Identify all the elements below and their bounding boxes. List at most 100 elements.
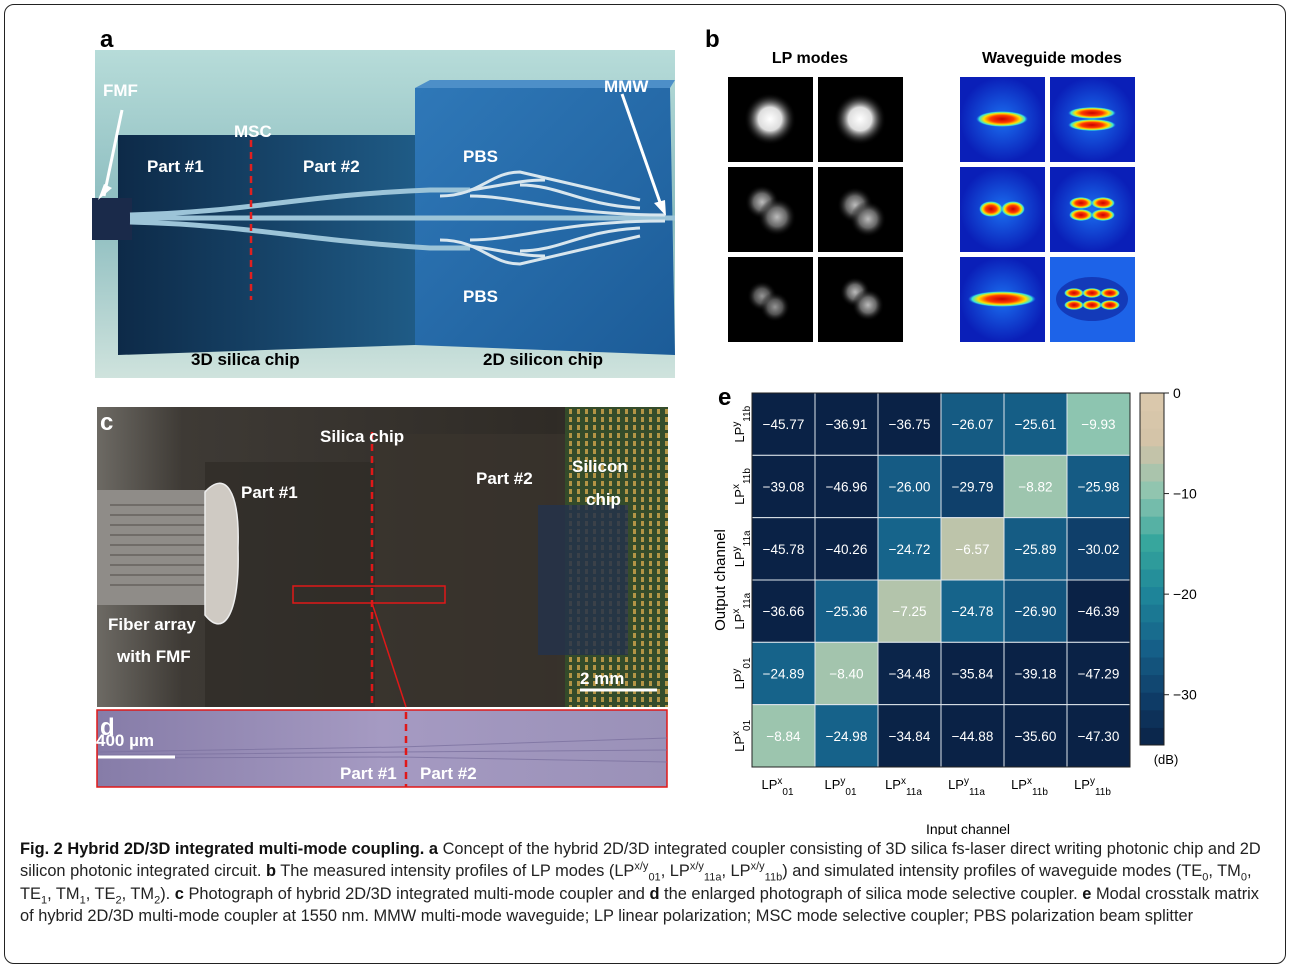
cell-label: −24.98: [826, 729, 868, 744]
cell-label: −44.88: [952, 729, 994, 744]
x-tick-label: LPy11b: [1074, 776, 1111, 798]
y-tick-label: LPx11b: [731, 468, 753, 505]
colorbar-step: [1140, 692, 1164, 710]
cell-label: −34.48: [889, 667, 931, 682]
x-tick-label-sup: x: [1027, 776, 1032, 787]
colorbar-step: [1140, 675, 1164, 693]
caption-text: b: [266, 862, 276, 880]
y-tick-label: LPy11a: [731, 530, 753, 567]
y-tick-label-sub: 11b: [742, 405, 753, 421]
y-tick-label-sup: y: [731, 422, 742, 427]
y-tick-label-sup: x: [731, 609, 742, 614]
x-tick-label: LPy01: [824, 776, 856, 798]
x-tick-label-sub: 01: [845, 787, 857, 798]
cell-label: −39.18: [1015, 667, 1057, 682]
colorbar-step: [1140, 587, 1164, 605]
annotation: 2D silicon chip: [483, 350, 603, 369]
caption-text: ).: [160, 885, 175, 903]
colorbar-step: [1140, 569, 1164, 587]
colorbar-step: [1140, 622, 1164, 640]
colorbar-step: [1140, 727, 1164, 745]
annotation: chip: [586, 490, 621, 509]
panel-label: e: [718, 384, 731, 411]
colorbar-step: [1140, 534, 1164, 552]
annotation: MSC: [234, 122, 272, 141]
caption-text: The measured intensity profiles of LP mo…: [276, 862, 634, 880]
cell-label: −9.93: [1081, 417, 1115, 432]
caption-text: a: [429, 840, 438, 858]
colorbar-step: [1140, 657, 1164, 675]
cell-label: −47.30: [1078, 729, 1120, 744]
cell-label: −26.07: [952, 417, 994, 432]
caption-text: , TM: [47, 885, 79, 903]
colorbar-tick-label: −30: [1173, 687, 1197, 703]
mode-images: [728, 77, 1135, 342]
column-header: Waveguide modes: [982, 50, 1122, 67]
panel-label: c: [100, 409, 113, 436]
y-tick-label-base: LP: [732, 489, 747, 505]
colorbar-step: [1140, 393, 1164, 411]
cell-label: −39.08: [763, 480, 805, 495]
x-tick-label: LPx01: [761, 776, 793, 798]
annotation: MMW: [604, 77, 649, 96]
x-tick-label-sub: 11a: [906, 787, 922, 798]
annotation: PBS: [463, 147, 498, 166]
cell-label: −26.00: [889, 480, 931, 495]
y-tick-label-sub: 11b: [742, 468, 753, 484]
cell-label: −25.61: [1015, 417, 1057, 432]
cell-label: −36.66: [763, 604, 805, 619]
annotation: 2 mm: [580, 669, 624, 688]
colorbar-step: [1140, 481, 1164, 499]
column-header: LP modes: [772, 50, 848, 67]
cell-label: −35.84: [952, 667, 994, 682]
colorbar-tick-label: −20: [1173, 586, 1197, 602]
annotation: FMF: [103, 81, 138, 100]
cell-label: −36.91: [826, 417, 868, 432]
colorbar-step: [1140, 446, 1164, 464]
y-tick-label-sup: x: [731, 484, 742, 489]
y-tick-label-base: LP: [732, 674, 747, 690]
heatmap: −45.77−36.91−36.75−26.07−25.61−9.93−39.0…: [731, 385, 1197, 798]
cell-label: −24.72: [889, 542, 931, 557]
panel-label: b: [705, 26, 720, 53]
cell-label: −35.60: [1015, 729, 1057, 744]
annotation: Part #1: [340, 764, 397, 783]
colorbar-step: [1140, 710, 1164, 728]
x-tick-label-sub: 11b: [1095, 787, 1111, 798]
cell-label: −34.84: [889, 729, 931, 744]
caption-text: 11b: [765, 872, 783, 884]
y-tick-label-base: LP: [732, 551, 747, 567]
x-tick-label-base: LP: [761, 777, 777, 792]
caption-text: x/y: [634, 861, 648, 873]
y-tick-label-sup: y: [731, 546, 742, 551]
x-tick-label: LPx11b: [1011, 776, 1048, 798]
cell-label: −25.98: [1078, 480, 1120, 495]
colorbar-step: [1140, 516, 1164, 534]
annotation: Part #2: [303, 157, 360, 176]
cell-label: −46.96: [826, 480, 868, 495]
x-axis-label: Input channel: [926, 821, 1010, 835]
y-tick-label-sub: 11a: [742, 530, 753, 546]
cell-label: −24.78: [952, 604, 994, 619]
figure: a FMF MSC Part #1 Part #2 PBS PBS MMW 3D…: [0, 0, 1292, 835]
colorbar-step: [1140, 428, 1164, 446]
caption-text: 01: [648, 872, 660, 884]
y-tick-label: LPx01: [731, 719, 753, 751]
caption-text: , TE: [86, 885, 116, 903]
cell-label: −40.26: [826, 542, 868, 557]
caption-text: , LP: [721, 862, 750, 880]
caption-text: 11a: [704, 872, 722, 884]
colorbar-label: (dB): [1154, 752, 1179, 767]
x-tick-label-sup: y: [964, 776, 969, 787]
cell-label: −29.79: [952, 480, 994, 495]
x-tick-label-base: LP: [824, 777, 840, 792]
annotation: Fiber array: [108, 615, 196, 634]
cell-label: −8.84: [766, 729, 801, 744]
x-tick-label-sub: 11b: [1032, 787, 1048, 798]
annotation: Silica chip: [320, 427, 404, 446]
x-tick-label-sub: 01: [782, 787, 794, 798]
cell-label: −8.40: [829, 667, 863, 682]
cell-label: −24.89: [763, 667, 805, 682]
colorbar-tick-label: −10: [1173, 486, 1197, 502]
annotation: 400 µm: [96, 731, 154, 750]
